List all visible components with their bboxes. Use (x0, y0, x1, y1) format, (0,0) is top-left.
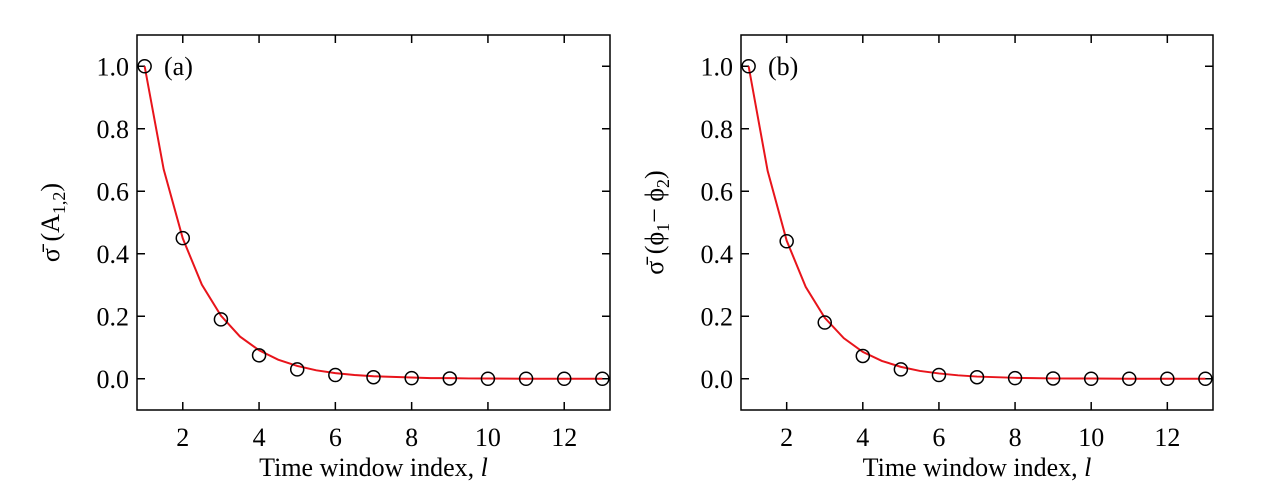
data-point (137, 59, 152, 74)
x-axis-label-part: l (1084, 453, 1091, 482)
plot-frame (740, 34, 1214, 411)
y-axis-label-part: 1,2 (49, 192, 69, 215)
y-axis-label-part: 1 (653, 223, 673, 232)
x-tick-label: 12 (551, 423, 577, 452)
y-tick-label: 0.4 (97, 240, 130, 269)
y-axis-label-part: σ̄ (ϕ (640, 232, 669, 275)
y-tick-label: 0.0 (97, 365, 130, 394)
data-point (175, 230, 191, 246)
data-point (1160, 371, 1175, 386)
data-point (289, 362, 305, 377)
plot-frame (136, 34, 611, 411)
x-tick-label: 12 (1154, 423, 1180, 452)
panel: 0.0 0.2 0.4 0.6 0.8 1.0 2 4 6 8 10 12 Time window in… (36, 34, 611, 482)
x-tick-label: 10 (1078, 423, 1104, 452)
x-tick-label: 8 (1009, 423, 1022, 452)
y-tick-label: 0.6 (97, 177, 130, 206)
data-point (518, 371, 534, 386)
y-tick-label: 0.6 (701, 177, 734, 206)
panel-label: (a) (164, 52, 193, 81)
data-point (969, 369, 985, 385)
data-point (404, 370, 419, 386)
x-tick-label: 2 (176, 423, 189, 452)
x-tick-label: 4 (856, 423, 869, 452)
y-axis-label-part: − ϕ (640, 188, 669, 223)
x-tick-label: 6 (329, 423, 342, 452)
data-point (931, 367, 947, 383)
data-point (1122, 371, 1137, 386)
data-point (855, 348, 871, 364)
y-tick-label: 0.8 (97, 115, 130, 144)
data-point (442, 371, 458, 386)
y-axis-label-part: σ̄ (A (36, 214, 65, 262)
data-point (1198, 371, 1213, 386)
data-point (251, 348, 267, 363)
fit-line (747, 66, 1206, 380)
data-point (817, 315, 832, 330)
x-tick-label: 2 (780, 423, 793, 452)
panel-label: (b) (768, 52, 798, 81)
y-tick-label: 0.2 (97, 302, 130, 331)
x-axis-label: Time window index, l (259, 453, 488, 482)
x-tick-label: 8 (405, 423, 418, 452)
x-axis-label-part: Time window index, (863, 453, 1085, 482)
y-tick-label: 0.8 (701, 115, 734, 144)
y-axis-label-part: ) (36, 183, 65, 192)
y-tick-label: 0.0 (701, 365, 734, 394)
x-axis-label-part: l (481, 453, 488, 482)
y-axis-label-part: 2 (653, 179, 673, 188)
x-tick-label: 10 (475, 423, 501, 452)
y-axis-label-part: ) (640, 170, 669, 179)
data-point (556, 371, 572, 386)
x-axis-label: Time window index, l (863, 453, 1092, 482)
data-point (366, 369, 381, 385)
y-tick-label: 0.2 (701, 302, 734, 331)
x-tick-label: 4 (253, 423, 266, 452)
data-point (741, 59, 756, 74)
data-point (1007, 370, 1023, 386)
data-point (893, 362, 909, 377)
data-point (480, 371, 496, 386)
y-tick-label: 1.0 (97, 52, 130, 81)
data-point (595, 371, 610, 386)
data-point (328, 367, 343, 383)
y-tick-label: 0.4 (701, 240, 734, 269)
y-axis-label: σ̄ (ϕ1− ϕ2) (640, 170, 673, 274)
data-point (1083, 371, 1099, 386)
y-tick-label: 1.0 (701, 52, 734, 81)
y-axis-label: σ̄ (A1,2) (36, 183, 69, 262)
data-point (1045, 371, 1061, 386)
data-point (779, 234, 794, 249)
data-point (213, 312, 229, 327)
x-axis-label-part: Time window index, (259, 453, 481, 482)
fit-line (143, 66, 603, 380)
x-tick-label: 6 (932, 423, 945, 452)
